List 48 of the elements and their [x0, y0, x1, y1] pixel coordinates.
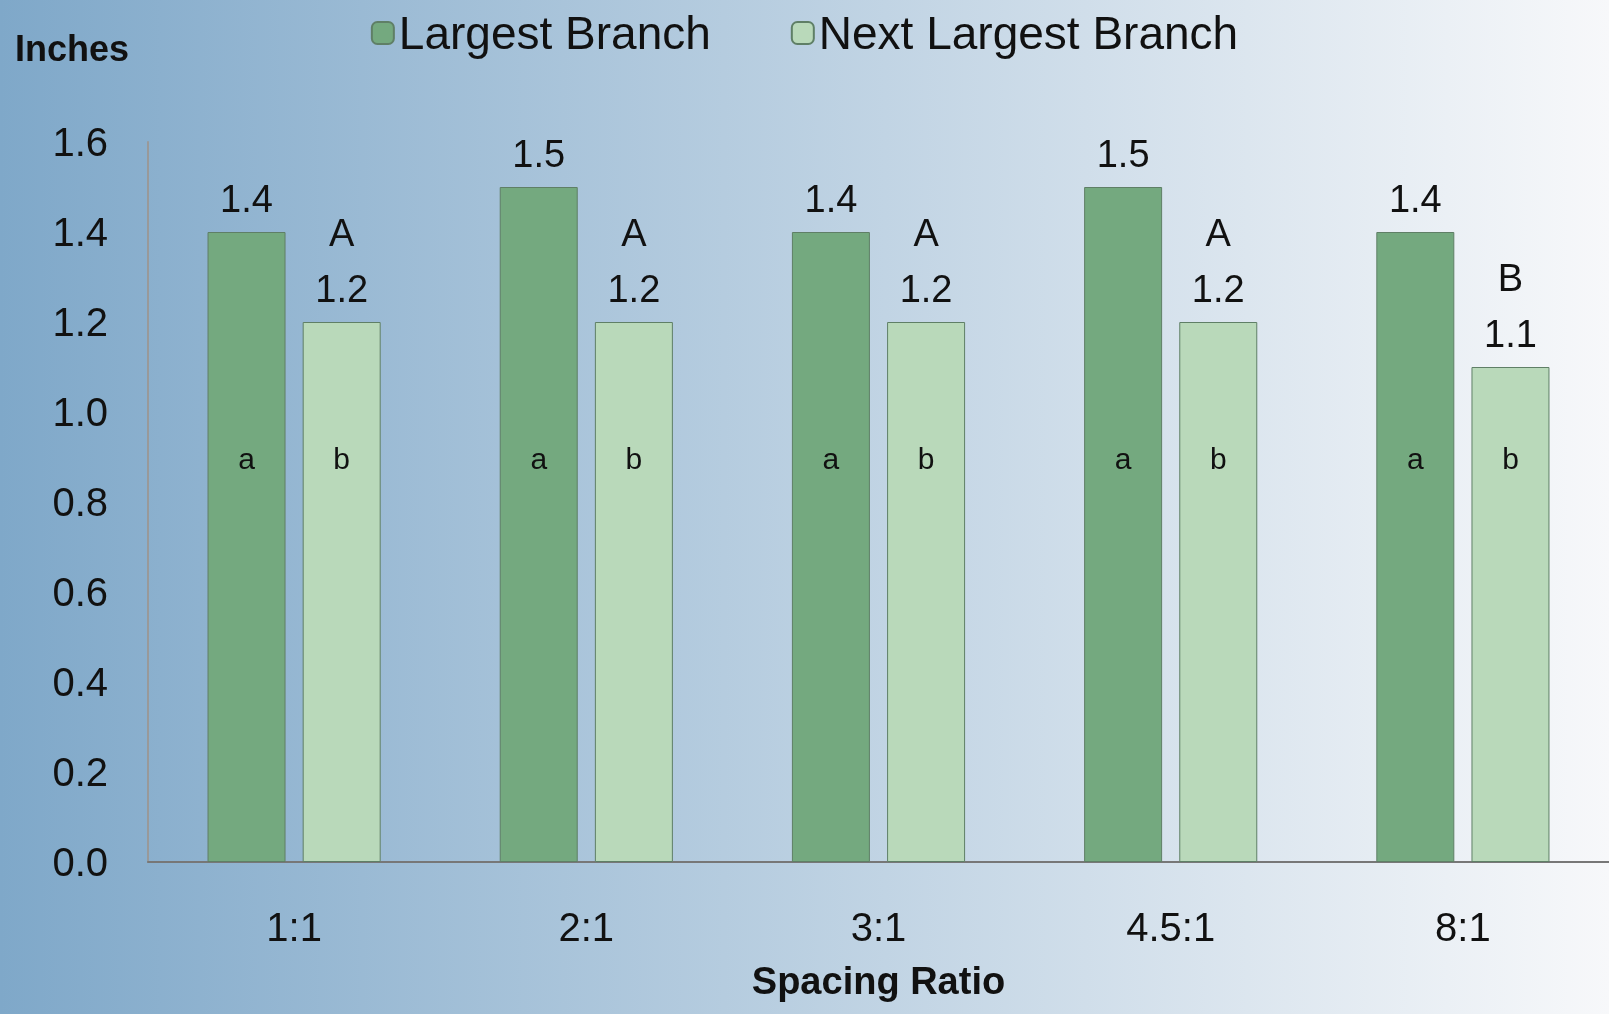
data-label: 1.5: [512, 133, 566, 175]
y-tick-label: 1.6: [52, 120, 108, 164]
data-label: 1.4: [220, 178, 273, 220]
annotation: b: [917, 442, 935, 476]
annotation: b: [333, 442, 351, 476]
y-tick-label: 1.2: [52, 300, 108, 344]
x-tick-label: 1:1: [266, 905, 322, 949]
annotation: a: [822, 442, 840, 476]
data-label: 1.4: [1388, 178, 1442, 220]
bar: [499, 187, 578, 862]
legend-label: Largest Branch: [398, 7, 711, 59]
y-tick-label: 0.0: [52, 840, 108, 884]
bar: [1471, 367, 1550, 862]
annotation: b: [625, 442, 643, 476]
y-tick-label: 0.8: [52, 480, 108, 524]
legend-label: Next Largest Branch: [818, 7, 1239, 59]
bar: [302, 322, 381, 862]
y-tick-label: 0.6: [52, 570, 108, 614]
x-tick-label: 3:1: [850, 905, 907, 949]
x-tick-label: 2:1: [558, 905, 615, 949]
x-tick-label: 4.5:1: [1126, 905, 1216, 949]
annotation: a: [238, 442, 256, 476]
x-axis-title: Spacing Ratio: [751, 960, 1006, 1002]
bar: [1376, 232, 1455, 862]
data-label: A 1.2: [899, 212, 953, 310]
bar: [791, 232, 870, 862]
y-tick-label: 1.4: [52, 210, 108, 254]
y-tick-label: 0.2: [52, 750, 108, 794]
x-tick-label: 8:1: [1435, 905, 1491, 949]
annotation: b: [1209, 442, 1227, 476]
y-axis-title: Inches: [15, 27, 130, 69]
data-label: A 1.2: [1191, 212, 1245, 310]
data-label: B 1.1: [1484, 257, 1537, 355]
bar: [887, 322, 966, 862]
bar: [594, 322, 673, 862]
data-label: 1.4: [804, 178, 858, 220]
bar: [1179, 322, 1258, 862]
annotation: b: [1502, 442, 1519, 476]
data-label: A 1.2: [607, 212, 661, 310]
y-tick-label: 1.0: [52, 390, 108, 434]
y-tick-label: 0.4: [52, 660, 108, 704]
annotation: a: [530, 442, 548, 476]
bar: [207, 232, 286, 862]
data-label: A 1.2: [315, 212, 369, 310]
bar: [1084, 187, 1163, 862]
annotation: a: [1114, 442, 1132, 476]
data-label: 1.5: [1096, 133, 1150, 175]
annotation: a: [1406, 442, 1424, 476]
